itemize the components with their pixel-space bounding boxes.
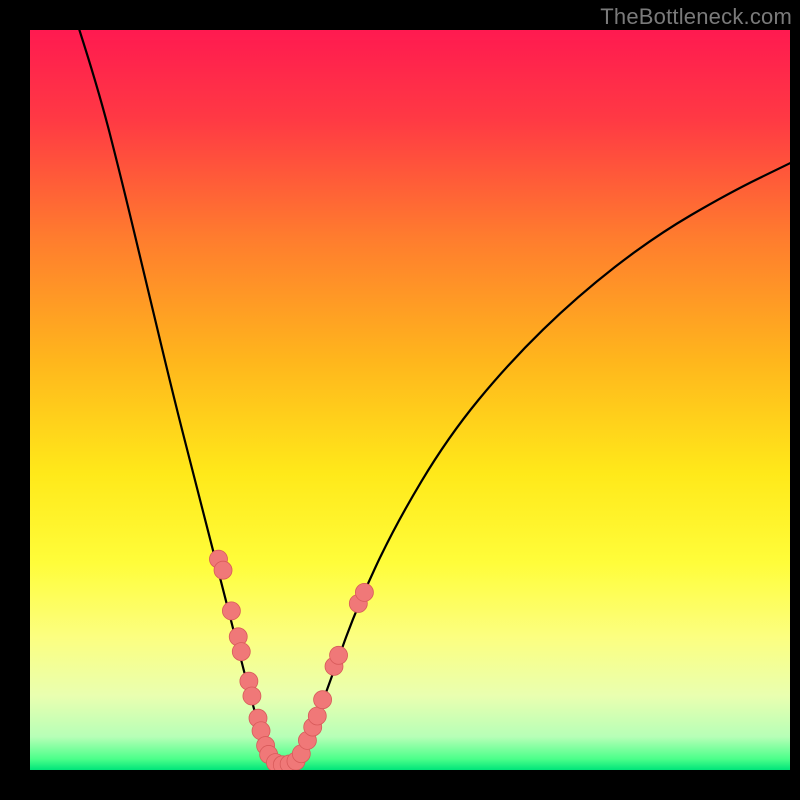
chart-svg [30, 30, 790, 770]
chart-stage: TheBottleneck.com [0, 0, 800, 800]
scatter-point [214, 561, 232, 579]
scatter-point [314, 691, 332, 709]
gradient-background [30, 30, 790, 770]
scatter-point [308, 707, 326, 725]
scatter-point [355, 583, 373, 601]
scatter-point [330, 646, 348, 664]
scatter-point [232, 643, 250, 661]
scatter-point [222, 602, 240, 620]
scatter-point [243, 687, 261, 705]
watermark-text: TheBottleneck.com [600, 4, 792, 30]
plot-area [30, 30, 790, 770]
